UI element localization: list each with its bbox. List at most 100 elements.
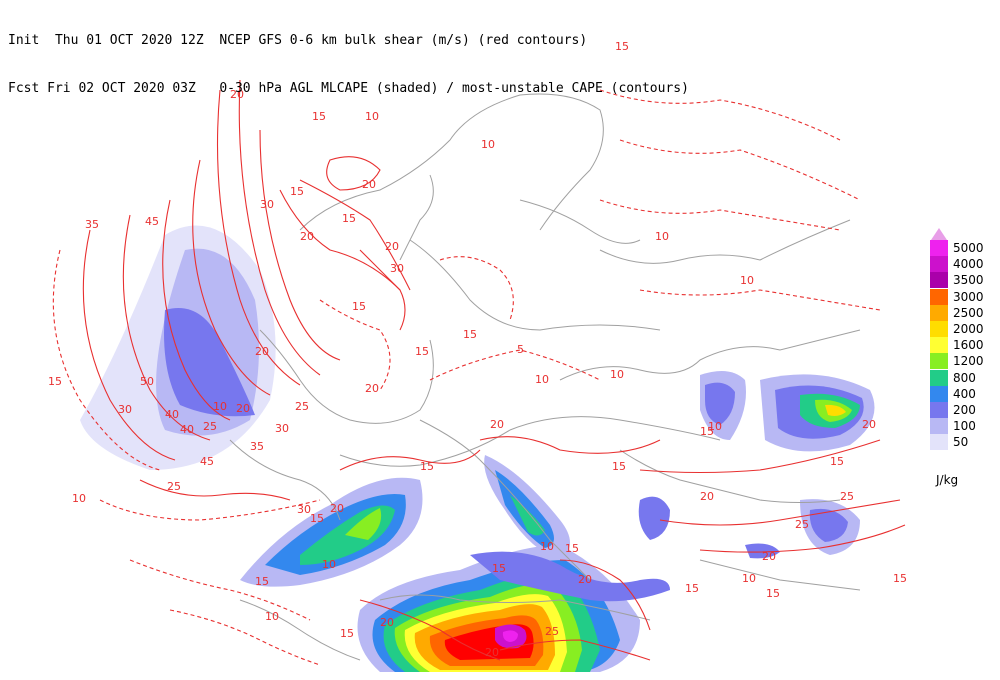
contour-label: 20 — [255, 345, 269, 358]
contour-label: 15 — [685, 582, 699, 595]
legend-swatch — [930, 337, 948, 354]
contour-label: 25 — [545, 625, 559, 638]
legend-label: 1200 — [953, 354, 984, 369]
contour-label: 30 — [118, 403, 132, 416]
contour-label: 30 — [390, 262, 404, 275]
contour-label: 10 — [540, 540, 554, 553]
cape-shading-adriatic — [470, 455, 670, 602]
contour-label: 20 — [330, 502, 344, 515]
legend-item: 1200 — [930, 353, 1000, 370]
legend-swatch — [930, 240, 948, 257]
map-header: Init Thu 01 OCT 2020 12Z NCEP GFS 0-6 km… — [8, 1, 689, 113]
contour-label: 45 — [145, 215, 159, 228]
legend-label: 400 — [953, 386, 976, 401]
legend-swatch — [930, 385, 948, 402]
legend-item: 3000 — [930, 288, 1000, 305]
legend-label: 2500 — [953, 305, 984, 320]
contour-labels: 45 35 15 30 50 10 40 40 25 30 15 10 25 4… — [48, 40, 907, 659]
contour-label: 10 — [322, 558, 336, 571]
contour-label: 15 — [342, 212, 356, 225]
contour-label: 20 — [485, 646, 499, 659]
contour-label: 35 — [85, 218, 99, 231]
legend-item: 2500 — [930, 304, 1000, 321]
contour-label: 30 — [260, 198, 274, 211]
contour-label: 10 — [365, 110, 379, 123]
legend-item: 800 — [930, 369, 1000, 386]
contour-label: 15 — [352, 300, 366, 313]
cape-shading-west-med — [240, 477, 423, 587]
contour-label: 40 — [180, 423, 194, 436]
contour-label: 15 — [415, 345, 429, 358]
contour-label: 15 — [565, 542, 579, 555]
contour-label: 10 — [655, 230, 669, 243]
legend-swatch — [930, 418, 948, 435]
legend-item: 2000 — [930, 321, 1000, 338]
legend-item: 400 — [930, 385, 1000, 402]
legend-item: 1600 — [930, 337, 1000, 354]
legend-item: 5000 — [930, 240, 1000, 257]
contour-label: 10 — [481, 138, 495, 151]
contour-label: 15 — [420, 460, 434, 473]
legend-label: 3000 — [953, 289, 984, 304]
legend-label: 50 — [953, 435, 969, 450]
legend-swatch — [930, 256, 948, 273]
contour-label: 10 — [708, 420, 722, 433]
contour-label: 15 — [615, 40, 629, 53]
contour-label: 25 — [795, 518, 809, 531]
contour-label: 20 — [230, 88, 244, 101]
cape-shading-east — [638, 371, 875, 559]
contour-label: 15 — [255, 575, 269, 588]
contour-label: 45 — [200, 455, 214, 468]
legend-swatch — [930, 353, 948, 370]
country-borders — [229, 93, 861, 661]
contour-label: 10 — [740, 274, 754, 287]
legend-item: 200 — [930, 401, 1000, 418]
contour-label: 10 — [213, 400, 227, 413]
legend-label: 3500 — [953, 273, 984, 288]
legend-label: 100 — [953, 419, 976, 434]
legend-swatch — [930, 321, 948, 338]
contour-label: 10 — [72, 492, 86, 505]
contour-label: 20 — [236, 402, 250, 415]
legend-swatch — [930, 304, 948, 321]
legend-label: 4000 — [953, 257, 984, 272]
contour-label: 35 — [250, 440, 264, 453]
header-init-line: Init Thu 01 OCT 2020 12Z NCEP GFS 0-6 km… — [8, 33, 588, 48]
legend-swatch — [930, 272, 948, 289]
contour-label: 30 — [275, 422, 289, 435]
contour-label: 20 — [362, 178, 376, 191]
contour-label: 15 — [700, 425, 714, 438]
contour-label: 30 — [297, 503, 311, 516]
legend-label: 1600 — [953, 338, 984, 353]
legend-swatch — [930, 369, 948, 386]
contour-label: 20 — [380, 616, 394, 629]
contour-label: 50 — [140, 375, 154, 388]
legend-label: 800 — [953, 370, 976, 385]
contour-label: 25 — [167, 480, 181, 493]
contour-label: 15 — [310, 512, 324, 525]
legend-label: 5000 — [953, 241, 984, 256]
contour-label: 20 — [365, 382, 379, 395]
legend-swatch — [930, 401, 948, 418]
contour-label: 20 — [385, 240, 399, 253]
legend-units: J/kg — [936, 473, 959, 487]
contour-label: 20 — [300, 230, 314, 243]
contour-label: 20 — [762, 550, 776, 563]
map-boundary — [89, 57, 922, 676]
contour-label: 10 — [610, 368, 624, 381]
legend-label: 200 — [953, 402, 976, 417]
header-forecast-line: Fcst Fri 02 OCT 2020 03Z 0-30 hPa AGL ML… — [8, 81, 689, 96]
color-legend: 5000 4000 3500 3000 2500 2000 1600 1200 800 400 20… — [930, 228, 1000, 451]
legend-swatch — [930, 434, 948, 451]
contour-label: 40 — [165, 408, 179, 421]
contour-label: 20 — [490, 418, 504, 431]
contour-label: 15 — [290, 185, 304, 198]
contour-label: 15 — [766, 587, 780, 600]
contour-label: 25 — [840, 490, 854, 503]
contour-label: 15 — [312, 110, 326, 123]
contour-label: 10 — [535, 373, 549, 386]
contour-label: 15 — [492, 562, 506, 575]
cape-shading-atlantic — [80, 225, 276, 470]
legend-item: 3500 — [930, 272, 1000, 289]
